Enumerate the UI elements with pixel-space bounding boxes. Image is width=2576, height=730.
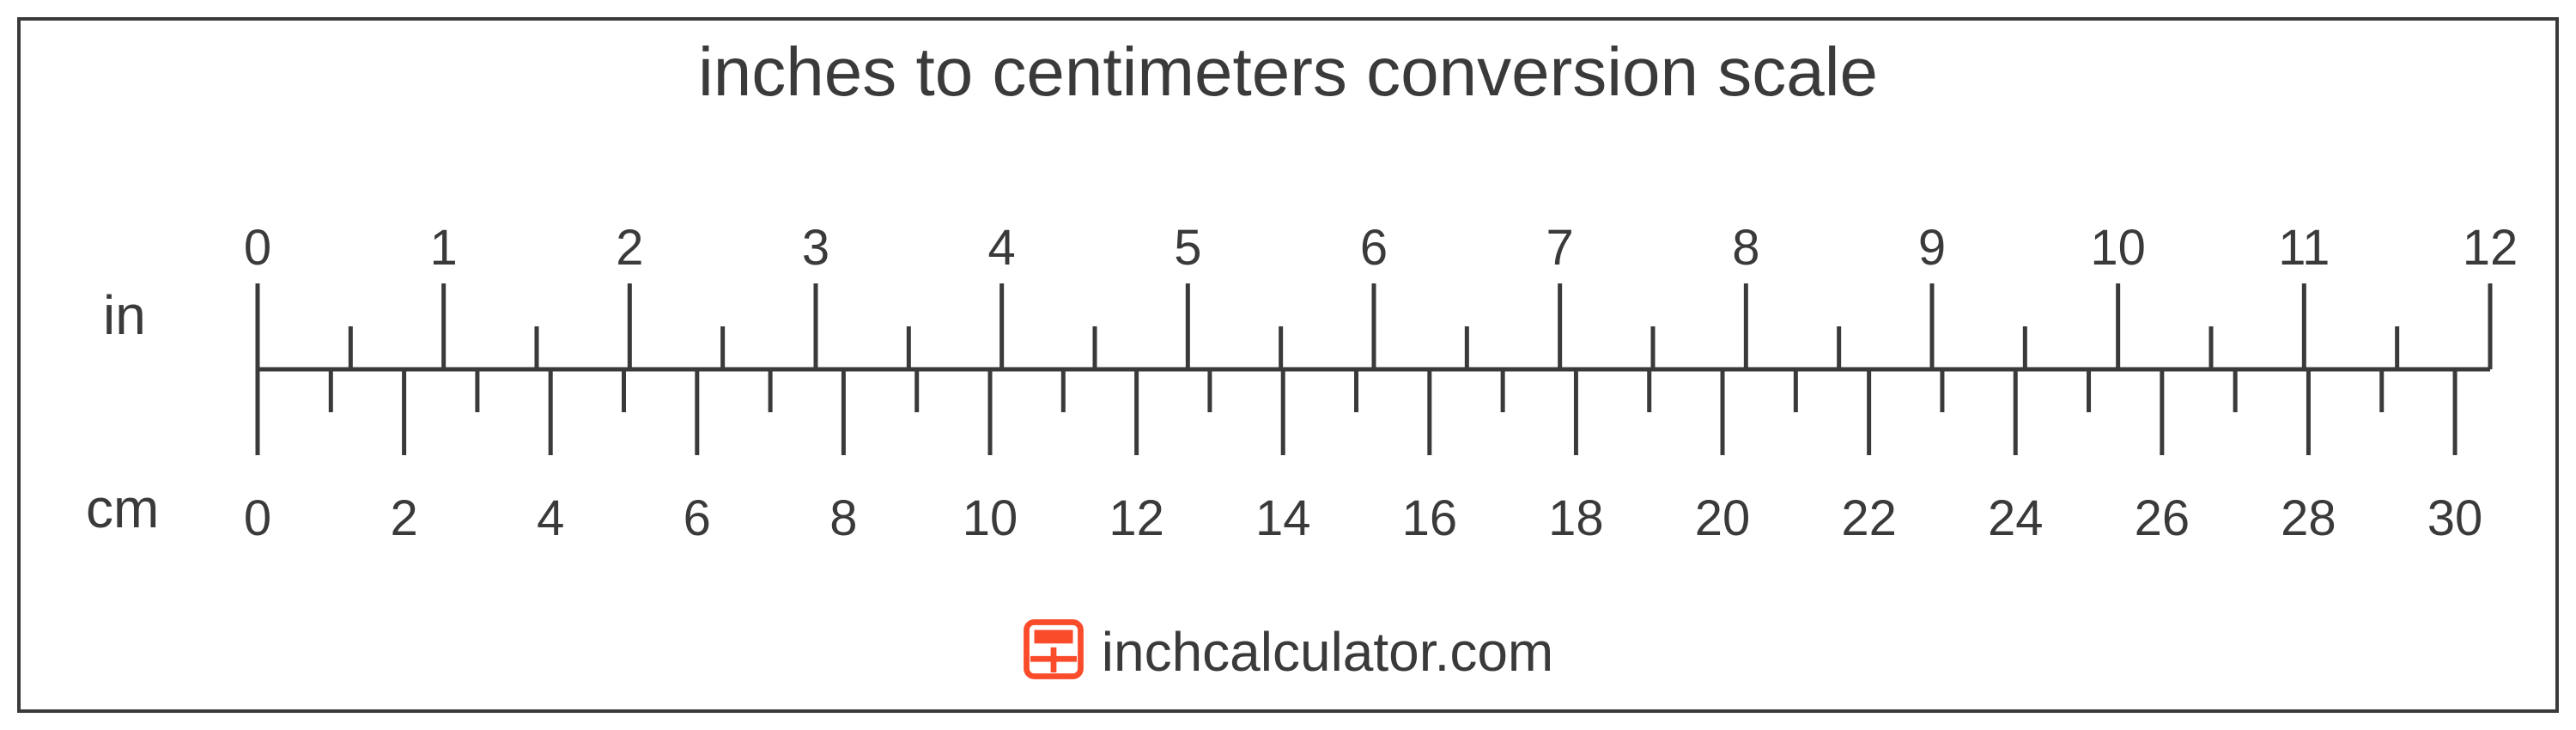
cm-tick-label: 6 [683,490,711,547]
inch-tick-label: 9 [1918,219,1946,277]
cm-tick-label: 30 [2427,490,2483,547]
cm-tick-label: 18 [1548,490,1604,547]
inch-tick-label: 6 [1360,219,1388,277]
cm-tick-label: 14 [1255,490,1311,547]
cm-tick-label: 12 [1109,490,1164,547]
cm-tick-label: 22 [1841,490,1897,547]
inch-tick-label: 4 [988,219,1016,277]
inch-tick-label: 12 [2463,219,2518,277]
cm-tick-label: 24 [1988,490,2044,547]
cm-tick-label: 2 [390,490,417,547]
inch-tick-label: 10 [2090,219,2146,277]
inch-tick-label: 5 [1174,219,1201,277]
inch-tick-label: 8 [1732,219,1759,277]
footer: inchcalculator.com [0,618,2576,684]
inch-tick-label: 1 [430,219,458,277]
footer-text: inchcalculator.com [1102,620,1553,684]
cm-tick-label: 16 [1402,490,1458,547]
cm-tick-label: 26 [2135,490,2190,547]
cm-tick-label: 20 [1695,490,1751,547]
inch-tick-label: 2 [616,219,643,277]
calculator-icon [1023,618,1084,684]
footer-inner: inchcalculator.com [1023,618,1553,684]
cm-tick-label: 8 [829,490,857,547]
cm-tick-label: 10 [963,490,1018,547]
diagram-frame: inches to centimeters conversion scalein… [0,0,2576,730]
cm-tick-label: 28 [2281,490,2336,547]
inch-tick-label: 3 [802,219,829,277]
cm-tick-label: 4 [537,490,564,547]
inch-tick-label: 7 [1546,219,1574,277]
inch-tick-label: 0 [244,219,271,277]
cm-tick-label: 0 [244,490,271,547]
inch-tick-label: 11 [2278,219,2330,277]
